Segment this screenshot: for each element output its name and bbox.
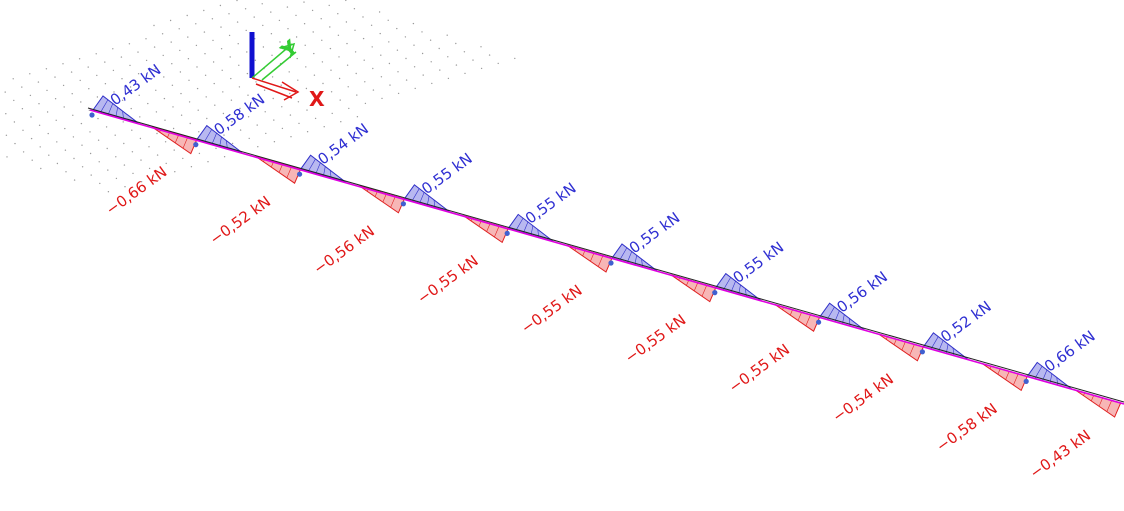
hatch-line [805, 314, 811, 326]
y-axis-arrow [251, 42, 297, 81]
hatch-line [315, 162, 321, 174]
negative-force-area [255, 155, 302, 184]
hatch-line [723, 277, 731, 290]
positive-force-label: 0,52 kN [937, 297, 995, 346]
beam-line [87, 107, 1124, 405]
support-node[interactable] [89, 112, 95, 118]
positive-force-label: 0,66 kN [1041, 327, 1099, 376]
negative-force-label: −0,54 kN [829, 370, 897, 426]
negative-force-label: −0,55 kN [622, 311, 690, 367]
hatch-line [411, 188, 420, 202]
hatch-line [901, 341, 906, 351]
x-axis-arrow [251, 77, 300, 101]
positive-force-label: 0,54 kN [314, 120, 372, 169]
hatch-line [286, 166, 292, 178]
negative-force-area [878, 333, 925, 362]
support-node[interactable] [297, 171, 303, 177]
force-labels: 0,43 kN −0,66 kN 0,58 kN −0,52 kN 0,54 kN −0,… [103, 61, 1099, 483]
hatch-line [382, 193, 387, 203]
hatch-line [122, 110, 124, 119]
hatch-line [1034, 366, 1043, 379]
positive-force-label: 0,55 kN [418, 149, 476, 198]
hatch-line [1106, 400, 1112, 412]
hatch-line [909, 344, 915, 356]
beam-axis [87, 107, 1124, 403]
support-node[interactable] [816, 319, 822, 325]
hatch-line [390, 196, 396, 208]
hatch-line [419, 192, 425, 204]
hatch-line [219, 136, 222, 147]
x-axis-label: X [309, 87, 325, 111]
hatch-line [1005, 371, 1010, 380]
negative-force-label: −0,52 kN [206, 192, 274, 248]
hatch-line [826, 306, 835, 320]
hatch-line [930, 336, 939, 350]
negative-force-area [670, 274, 717, 303]
support-node[interactable] [608, 260, 614, 266]
hatch-line [1056, 377, 1059, 386]
hatch-line [626, 251, 633, 263]
positive-force-label: 0,43 kN [107, 61, 165, 110]
negative-force-label: −0,66 kN [103, 163, 171, 219]
positive-force-label: 0,56 kN [833, 268, 891, 317]
hatch-line [597, 255, 604, 267]
positive-force-label: 0,55 kN [626, 209, 684, 258]
hatch-line [523, 221, 529, 233]
hatch-line [590, 252, 595, 262]
negative-force-label: −0,55 kN [518, 281, 586, 337]
support-node[interactable] [919, 349, 926, 355]
hatch-line [204, 129, 212, 142]
hatch-line [182, 136, 189, 149]
negative-force-label: −0,55 kN [725, 340, 793, 396]
hatch-line [1013, 373, 1019, 386]
support-node[interactable] [712, 290, 718, 296]
positive-force-label: 0,55 kN [522, 179, 580, 228]
hatch-line [486, 223, 491, 232]
hatch-line [515, 218, 524, 231]
hatch-line [1098, 397, 1103, 407]
support-node[interactable] [1023, 378, 1029, 384]
negative-force-area [981, 363, 1028, 392]
negative-force-area [566, 244, 613, 273]
hatch-line [115, 107, 118, 117]
supports-group [89, 112, 1029, 384]
hatch-line [323, 166, 326, 176]
negative-force-label: −0,43 kN [1026, 426, 1094, 482]
positive-force-label: 0,58 kN [211, 90, 269, 139]
negative-force-label: −0,55 kN [414, 252, 482, 308]
hatch-line [952, 347, 955, 356]
hatch-line [1090, 395, 1094, 402]
hatch-line [427, 196, 430, 206]
y-axis-label: Y [275, 35, 303, 64]
hatch-line [494, 225, 500, 238]
support-node[interactable] [504, 230, 510, 236]
force-diagram [92, 95, 1122, 418]
negative-force-label: −0,56 kN [310, 222, 378, 278]
negative-force-label: −0,58 kN [933, 400, 1001, 456]
negative-force-area [774, 303, 821, 332]
positive-force-label: 0,55 kN [730, 238, 788, 287]
hatch-line [307, 158, 316, 172]
hatch-line [893, 338, 897, 345]
support-node[interactable] [400, 201, 406, 207]
hatch-line [730, 280, 736, 293]
hatch-line [693, 282, 699, 291]
hatch-line [278, 163, 283, 173]
hatch-line [997, 368, 1001, 375]
negative-force-area [359, 185, 406, 214]
negative-force-area [462, 215, 509, 244]
hatch-line [107, 103, 114, 115]
hatch-line [797, 311, 802, 321]
hatch-line [619, 247, 628, 261]
beam-member[interactable] [89, 109, 1124, 405]
hatch-line [100, 99, 109, 113]
hatch-line [701, 284, 708, 297]
support-node[interactable] [193, 142, 199, 148]
positive-force-area [92, 95, 139, 124]
hatch-line [211, 132, 217, 145]
